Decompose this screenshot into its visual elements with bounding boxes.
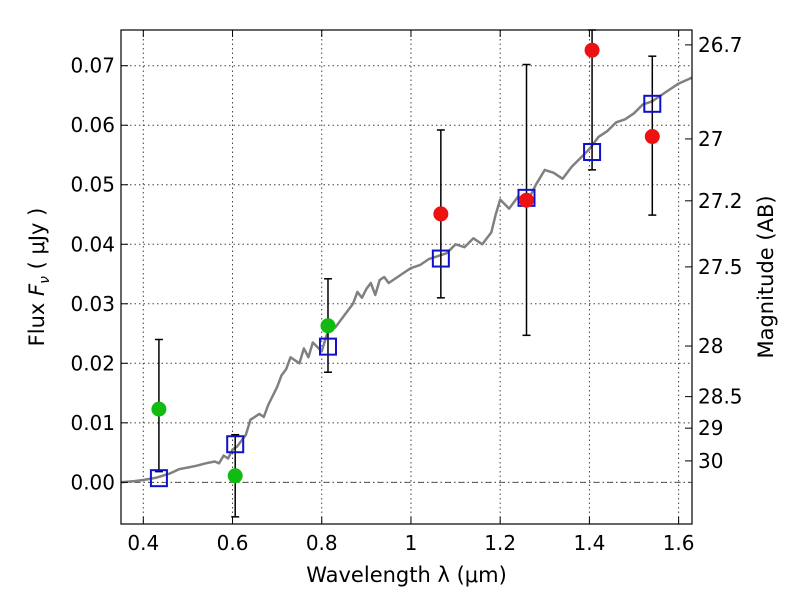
observed-point: [227, 468, 243, 484]
model-spectrum-line: [120, 76, 693, 484]
x-tick-label: 1: [405, 531, 418, 555]
y2-axis: 26.7 27 27.2 27.5 28 28.5 29 30: [685, 33, 743, 473]
model-photometry-point: [431, 249, 450, 268]
x-axis: 0.4 0.6 0.8 1 1.2 1.4 1.6: [127, 30, 695, 555]
y2-tick-label: 27: [698, 127, 723, 151]
x-tick-label: 1.2: [484, 531, 516, 555]
model-photometry-point: [226, 435, 245, 454]
y2-tick-label: 27.2: [698, 189, 743, 213]
x-tick-label: 0.8: [306, 531, 338, 555]
y-tick-label: 0.02: [70, 351, 115, 375]
y2-tick-label: 27.5: [698, 255, 743, 279]
plot-frame: [120, 29, 693, 525]
x-tick-label: 0.4: [127, 531, 159, 555]
y2-tick-label: 30: [698, 449, 723, 473]
observed-point: [644, 129, 660, 145]
y-tick-label: 0.06: [70, 113, 115, 137]
y2-tick-label: 26.7: [698, 33, 743, 57]
model-spectrum: [120, 76, 693, 484]
y-axis-label-subscript: ν: [37, 276, 53, 284]
observed-point: [433, 206, 449, 222]
model-photometry-markers: [149, 94, 662, 488]
observed-point: [518, 192, 534, 208]
y2-tick-label: 28: [698, 334, 723, 358]
x-axis-label: Wavelength λ (μm): [306, 563, 507, 587]
model-photometry-point: [583, 143, 602, 162]
y-axis-label-suffix: ( μJy ): [25, 208, 49, 276]
y-tick-label: 0.01: [70, 411, 115, 435]
plot-area: [121, 30, 692, 524]
model-photometry-point: [149, 469, 168, 488]
y-tick-label: 0.07: [70, 54, 115, 78]
y-tick-label: 0.05: [70, 173, 115, 197]
y2-tick-label: 28.5: [698, 385, 743, 409]
observed-markers: [151, 42, 660, 484]
y-tick-label: 0.00: [70, 470, 115, 494]
y-axis-label: Flux Fν ( μJy ): [25, 208, 53, 347]
observed-point: [320, 318, 336, 334]
y-axis: 0.00 0.01 0.02 0.03 0.04 0.05 0.06 0.07: [70, 54, 128, 494]
observed-point: [151, 401, 167, 417]
x-tick-label: 0.6: [217, 531, 249, 555]
y2-axis-label: Magnitude (AB): [754, 195, 778, 358]
model-photometry-point: [318, 337, 337, 356]
y-tick-label: 0.04: [70, 232, 115, 256]
model-photometry-point: [643, 94, 662, 113]
y-axis-label-prefix: Flux: [25, 296, 49, 346]
y-axis-label-symbol: F: [25, 283, 49, 296]
x-tick-label: 1.4: [573, 531, 605, 555]
y-tick-label: 0.03: [70, 292, 115, 316]
x-tick-label: 1.6: [663, 531, 695, 555]
y2-tick-label: 29: [698, 416, 723, 440]
observed-point: [584, 42, 600, 58]
